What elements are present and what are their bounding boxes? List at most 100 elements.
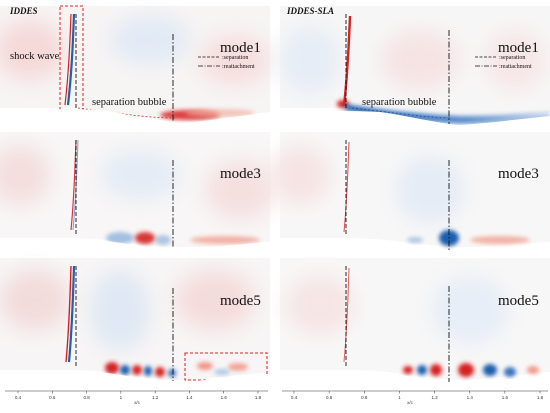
background-blue-patch (280, 25, 340, 95)
mode-structure-red (155, 367, 165, 377)
background-red-patch (380, 30, 460, 90)
column-iddes-sla: 0.4 0.6 0.8 1 1.2 1.4 1.6 1.8 x/c (270, 6, 550, 405)
mode-structure-blue (417, 365, 427, 375)
panel-sla-mode3 (270, 132, 550, 256)
mode-label: mode3 (498, 166, 539, 182)
mode-structure-red (105, 362, 119, 374)
legend-reattachment-text: :reattachment (222, 64, 255, 70)
mode-label: mode5 (498, 293, 539, 309)
panel-iddes-mode3 (0, 132, 275, 256)
x-axis-tick-label: 0.4 (291, 395, 298, 400)
shock-wave-label: shock wave (10, 51, 60, 62)
mode-structure-blue (214, 369, 230, 375)
mode-structure-blue (407, 237, 423, 243)
mode-structure-red (458, 363, 474, 377)
background-red-patch (270, 145, 330, 205)
airfoil-surface (280, 239, 550, 256)
background-blue-patch (395, 155, 465, 225)
x-axis-tick-label: 0.6 (326, 395, 333, 400)
x-axis-tick-label: 0.6 (49, 395, 56, 400)
legend-left: :separation :reattachment (198, 55, 255, 70)
shock-wave-contour (67, 265, 76, 363)
background-red-patch (175, 270, 255, 330)
mode-structure-red (132, 365, 142, 375)
mode-structure-blue (155, 235, 171, 245)
x-axis-left: 0.4 0.6 0.8 1 1.2 1.4 1.6 1.8 x/c (5, 390, 268, 405)
x-axis-tick-label: 1.6 (221, 395, 228, 400)
background-red-patch (0, 145, 50, 205)
background-red-patch (285, 275, 355, 335)
x-axis-tick-label: 1.4 (467, 395, 474, 400)
column-iddes: 0.4 0.6 0.8 1 1.2 1.4 1.6 1.8 x/c (0, 5, 275, 405)
background-red-patch (0, 270, 70, 330)
background-red-patch (205, 160, 275, 220)
x-axis-label: x/c (407, 400, 414, 405)
shock-wave-contour (343, 267, 350, 363)
shock-wave-contour (64, 13, 72, 106)
mode-label: mode3 (220, 166, 261, 182)
separation-wake (185, 109, 255, 117)
background-blue-patch (110, 15, 190, 65)
bubble-outline (351, 107, 451, 119)
x-axis-tick-label: 1.8 (537, 395, 544, 400)
x-axis-tick-label: 1.2 (431, 395, 438, 400)
mode-structure-red (403, 366, 413, 374)
background-blue-patch (430, 275, 510, 345)
legend-separation-text: :separation (499, 55, 525, 61)
x-axis-label: x/c (134, 400, 141, 405)
mode-structure-red (190, 236, 260, 244)
separation-wake (345, 104, 550, 124)
background-blue-patch (100, 150, 180, 200)
separation-bubble-label: separation bubble (92, 97, 167, 108)
x-axis-tick-label: 0.8 (361, 395, 368, 400)
x-axis-tick-label: 1.6 (502, 395, 509, 400)
shock-wave-contour (343, 141, 350, 233)
mode-structure-red (135, 232, 155, 244)
x-axis-tick-label: 1.4 (186, 395, 193, 400)
x-axis-right: 0.4 0.6 0.8 1 1.2 1.4 1.6 1.8 x/c (282, 390, 548, 405)
mode-label: mode5 (220, 293, 261, 309)
panel-sla-mode1 (280, 6, 550, 128)
airfoil-surface (280, 111, 550, 128)
background-blue-patch (90, 270, 150, 350)
legend-separation-text: :separation (222, 55, 248, 61)
airfoil-surface (0, 371, 270, 390)
column-title-iddes-sla: IDDES-SLA (286, 6, 334, 16)
column-title-iddes: IDDES (9, 6, 38, 16)
mode-structure-red (430, 364, 442, 376)
x-axis-tick-label: 1 (398, 395, 401, 400)
x-axis-ticks: 0.4 0.6 0.8 1 1.2 1.4 1.6 1.8 (291, 391, 544, 400)
legend-right: :separation :reattachment (475, 55, 532, 70)
shock-wave-contour (342, 15, 352, 107)
mode-structure-blue (168, 369, 176, 377)
mode-label: mode1 (220, 40, 261, 56)
x-axis-tick-label: 0.8 (83, 395, 90, 400)
airfoil-surface (0, 239, 270, 256)
mode-structure-blue (144, 366, 152, 376)
legend-reattachment-text: :reattachment (499, 64, 532, 70)
x-axis-ticks: 0.4 0.6 0.8 1 1.2 1.4 1.6 1.8 (15, 391, 262, 400)
flow-field (0, 6, 270, 122)
mode-structure-blue (483, 364, 497, 376)
panel-iddes-mode5 (0, 258, 270, 390)
mode-structure-red (470, 236, 530, 244)
mode-structure-blue (106, 232, 134, 244)
mode-structure-red (197, 362, 213, 370)
separation-bubble-label: separation bubble (362, 97, 437, 108)
mode-structure-blue (504, 367, 516, 377)
x-axis-tick-label: 1 (120, 395, 123, 400)
background-red-patch (485, 30, 545, 90)
airfoil-surface (0, 109, 270, 128)
shock-wave-contour (65, 265, 72, 363)
x-axis-tick-label: 1.2 (152, 395, 159, 400)
mode-structure-blue (120, 365, 130, 375)
panel-sla-mode5 (280, 258, 550, 390)
shock-wave-contour (66, 13, 76, 106)
panel-iddes-mode1 (0, 5, 270, 128)
background-red-patch (200, 35, 270, 85)
bubble-outline (77, 107, 176, 119)
airfoil-surface (280, 371, 550, 390)
mode-structure-red (228, 363, 248, 371)
mode-structure-red (527, 366, 539, 374)
